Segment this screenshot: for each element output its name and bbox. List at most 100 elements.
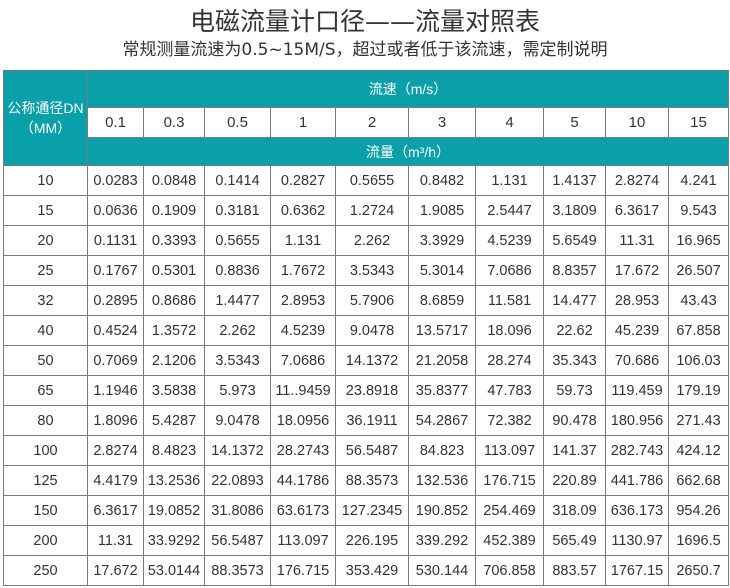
flow-cell: 180.956: [605, 405, 669, 436]
flow-cell: 5.6549: [543, 225, 606, 256]
flow-cell: 53.0144: [143, 555, 205, 586]
flow-cell: 2.262: [204, 315, 271, 346]
flow-cell: 0.0283: [87, 165, 144, 196]
velocity-cell: 2: [335, 107, 409, 138]
flow-cell: 9.0478: [335, 315, 409, 346]
flow-cell: 0.0636: [87, 195, 144, 226]
table-row: 25 0.1767 0.5301 0.8836 1.7672 3.5343 5.3014 7.…: [3, 255, 730, 286]
flow-cell: 0.4524: [87, 315, 144, 346]
velocity-row: 0.1 0.3 0.5 1 2 3 4 5 10 15: [4, 107, 730, 138]
flow-cell: 0.5655: [204, 225, 271, 256]
dn-cell: 65: [3, 375, 88, 406]
flow-cell: 4.5239: [270, 315, 336, 346]
flow-cell: 106.03: [667, 345, 730, 376]
velocity-cell: 0.1: [87, 107, 144, 138]
flow-cell: 21.2058: [408, 345, 476, 376]
flow-cell: 1130.97: [605, 525, 669, 556]
dn-cell: 200: [3, 525, 88, 556]
dn-cell: 15: [3, 195, 88, 226]
flow-cell: 1.7672: [270, 255, 336, 286]
dn-cell: 25: [3, 255, 88, 286]
flow-cell: 17.672: [605, 255, 669, 286]
flow-cell: 67.858: [667, 315, 730, 346]
flow-cell: 0.3181: [204, 195, 271, 226]
flow-cell: 0.5655: [335, 165, 409, 196]
flow-cell: 22.0893: [204, 465, 271, 496]
flow-cell: 4.241: [667, 165, 730, 196]
dn-cell: 32: [3, 285, 88, 316]
flow-cell: 88.3573: [335, 465, 409, 496]
flow-cell: 0.0848: [143, 165, 205, 196]
flow-cell: 132.536: [408, 465, 476, 496]
flow-cell: 63.6173: [270, 495, 336, 526]
flow-cell: 18.096: [475, 315, 544, 346]
flow-cell: 5.4287: [143, 405, 205, 436]
flow-cell: 26.507: [667, 255, 730, 286]
flow-cell: 13.2536: [143, 465, 205, 496]
flow-cell: 33.9292: [143, 525, 205, 556]
flow-cell: 56.5487: [335, 435, 409, 466]
flow-cell: 176.715: [270, 555, 336, 586]
flow-cell: 72.382: [475, 405, 544, 436]
flow-cell: 127.2345: [335, 495, 409, 526]
table-row: 125 4.4179 13.2536 22.0893 44.1786 88.3573 132…: [3, 465, 730, 496]
flow-cell: 0.1909: [143, 195, 205, 226]
flow-cell: 113.097: [475, 435, 544, 466]
flow-cell: 424.12: [667, 435, 730, 466]
flow-cell: 0.2827: [270, 165, 336, 196]
flow-cell: 3.1809: [543, 195, 606, 226]
velocity-cell: 3: [408, 107, 476, 138]
flow-cell: 44.1786: [270, 465, 336, 496]
page-title: 电磁流量计口径——流量对照表: [189, 7, 540, 36]
flow-cell: 84.823: [408, 435, 476, 466]
flow-cell: 0.1131: [87, 225, 144, 256]
flow-cell: 0.5301: [143, 255, 205, 286]
velocity-cell: 15: [667, 107, 730, 138]
flow-cell: 13.5717: [408, 315, 476, 346]
flow-cell: 16.965: [667, 225, 730, 256]
flow-cell: 6.3617: [605, 195, 669, 226]
flow-cell: 2650.7: [667, 555, 730, 586]
flow-cell: 5.7906: [335, 285, 409, 316]
flow-cell: 8.4823: [143, 435, 205, 466]
flow-cell: 179.19: [667, 375, 730, 406]
flow-cell: 6.3617: [87, 495, 144, 526]
flow-cell: 8.8357: [543, 255, 606, 286]
flow-cell: 35.8377: [408, 375, 476, 406]
flow-cell: 54.2867: [408, 405, 476, 436]
flow-cell: 2.1206: [143, 345, 205, 376]
flow-cell: 17.672: [87, 555, 144, 586]
flow-cell: 28.953: [605, 285, 669, 316]
dn-header-line2: （MM）: [19, 120, 72, 136]
flow-cell: 119.459: [605, 375, 669, 406]
flow-cell: 176.715: [475, 465, 544, 496]
flow-cell: 3.5343: [204, 345, 271, 376]
flow-cell: 662.68: [667, 465, 730, 496]
flow-cell: 9.543: [667, 195, 730, 226]
flow-table: 公称通径DN （MM） 流速（m/s） 0.1 0.3 0.5 1 2 3 4 5 10 15 流…: [3, 70, 730, 586]
table-row: 80 1.8096 5.4287 9.0478 18.0956 36.1911 54.286…: [3, 405, 730, 436]
flow-cell: 1.131: [475, 165, 544, 196]
flow-cell: 452.389: [475, 525, 544, 556]
flow-cell: 271.43: [667, 405, 730, 436]
flow-cell: 0.8836: [204, 255, 271, 286]
flow-cell: 0.2895: [87, 285, 144, 316]
dn-header: 公称通径DN （MM）: [3, 70, 88, 166]
flow-cell: 88.3573: [204, 555, 271, 586]
flow-cell: 3.5838: [143, 375, 205, 406]
table-row: 65 1.1946 3.5838 5.973 11..9459 23.8918 35.837…: [3, 375, 730, 406]
flow-cell: 14.1372: [204, 435, 271, 466]
dn-cell: 250: [3, 555, 88, 586]
flow-cell: 0.3393: [143, 225, 205, 256]
flow-header: 流量（m³/h）: [86, 137, 730, 166]
flow-cell: 0.1414: [204, 165, 271, 196]
dn-cell: 40: [3, 315, 88, 346]
flow-cell: 1.8096: [87, 405, 144, 436]
flow-cell: 56.5487: [204, 525, 271, 556]
flow-cell: 11.31: [605, 225, 669, 256]
flow-cell: 4.5239: [475, 225, 544, 256]
flow-cell: 31.8086: [204, 495, 271, 526]
table-row: 100 2.8274 8.4823 14.1372 28.2743 56.5487 84.8…: [3, 435, 730, 466]
flow-cell: 4.4179: [87, 465, 144, 496]
flow-cell: 5.973: [204, 375, 271, 406]
